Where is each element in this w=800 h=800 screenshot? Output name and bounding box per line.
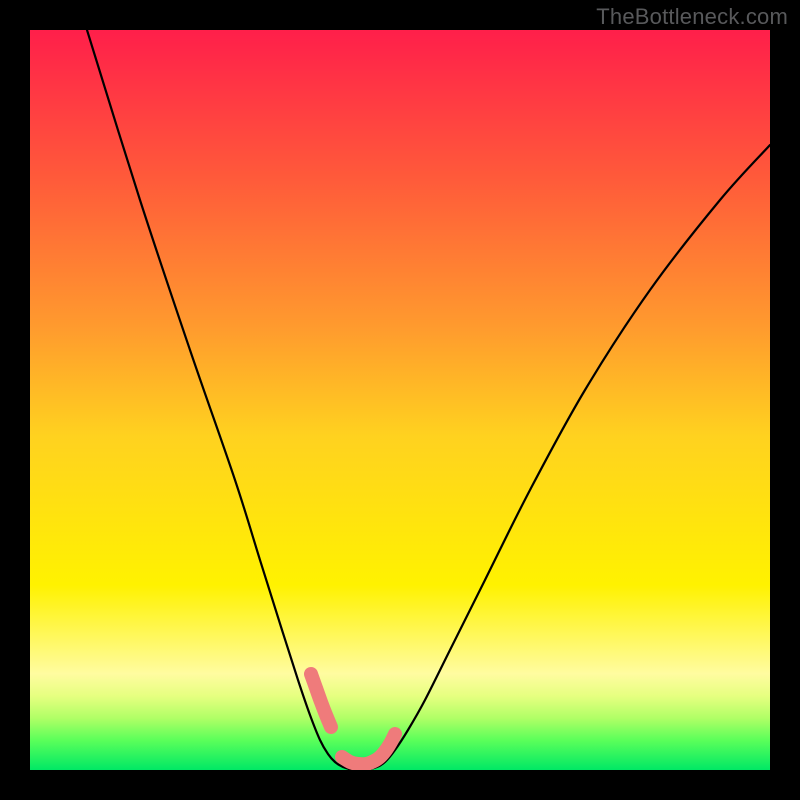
watermark-text: TheBottleneck.com	[596, 4, 788, 30]
chart-curve-layer	[30, 30, 770, 770]
curve-left-branch	[87, 30, 353, 770]
curve-right-branch	[353, 145, 770, 770]
highlight-segment-bottom	[342, 734, 395, 764]
highlight-segment-left	[311, 674, 331, 727]
plot-area	[30, 30, 770, 770]
